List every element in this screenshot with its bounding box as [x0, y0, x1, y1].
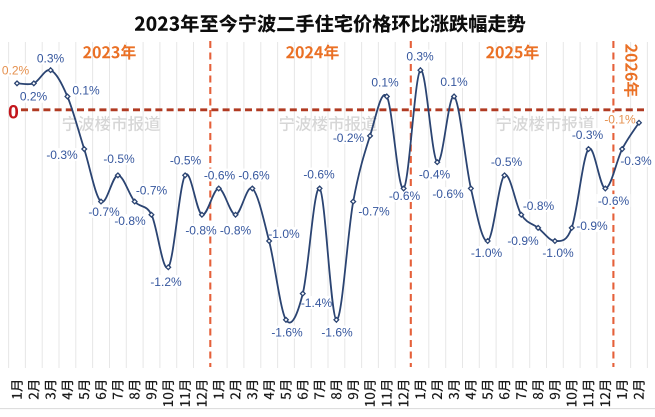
svg-text:-0.2%: -0.2%: [333, 131, 365, 145]
svg-text:-0.5%: -0.5%: [103, 152, 135, 166]
svg-text:-0.9%: -0.9%: [576, 219, 608, 233]
svg-text:0.1%: 0.1%: [72, 83, 100, 97]
svg-text:-0.1%: -0.1%: [604, 112, 636, 126]
svg-text:-0.5%: -0.5%: [491, 155, 523, 169]
svg-text:0.3%: 0.3%: [406, 49, 434, 63]
svg-text:-0.8%: -0.8%: [185, 223, 217, 237]
svg-text:-1.0%: -1.0%: [268, 227, 300, 241]
svg-text:-0.4%: -0.4%: [419, 167, 451, 181]
svg-text:-1.6%: -1.6%: [271, 325, 303, 339]
svg-text:-0.7%: -0.7%: [358, 204, 390, 218]
svg-text:-0.8%: -0.8%: [220, 223, 252, 237]
svg-text:0.2%: 0.2%: [2, 63, 30, 77]
svg-text:-0.8%: -0.8%: [523, 199, 555, 213]
svg-text:0.2%: 0.2%: [20, 90, 48, 104]
svg-text:-1.4%: -1.4%: [301, 296, 333, 310]
svg-text:-0.6%: -0.6%: [389, 189, 421, 203]
svg-text:-0.6%: -0.6%: [303, 167, 335, 181]
svg-text:-0.8%: -0.8%: [114, 214, 146, 228]
svg-text:-1.0%: -1.0%: [542, 246, 574, 260]
svg-text:-0.5%: -0.5%: [170, 153, 202, 167]
svg-text:0.1%: 0.1%: [440, 75, 468, 89]
svg-text:0.1%: 0.1%: [371, 75, 399, 89]
svg-text:0.3%: 0.3%: [37, 51, 65, 65]
svg-text:-0.6%: -0.6%: [238, 168, 270, 182]
svg-text:-0.6%: -0.6%: [432, 187, 464, 201]
svg-text:-0.3%: -0.3%: [620, 154, 652, 168]
svg-text:-0.6%: -0.6%: [598, 194, 630, 208]
svg-text:0: 0: [8, 101, 19, 123]
svg-text:-0.3%: -0.3%: [572, 128, 604, 142]
svg-text:-1.0%: -1.0%: [471, 246, 503, 260]
svg-text:-1.6%: -1.6%: [321, 325, 353, 339]
svg-text:-1.2%: -1.2%: [150, 275, 182, 289]
svg-text:-0.6%: -0.6%: [204, 168, 236, 182]
svg-text:-0.9%: -0.9%: [507, 234, 539, 248]
svg-text:-0.7%: -0.7%: [88, 205, 120, 219]
svg-text:-0.7%: -0.7%: [136, 183, 168, 197]
svg-text:-0.3%: -0.3%: [46, 148, 78, 162]
